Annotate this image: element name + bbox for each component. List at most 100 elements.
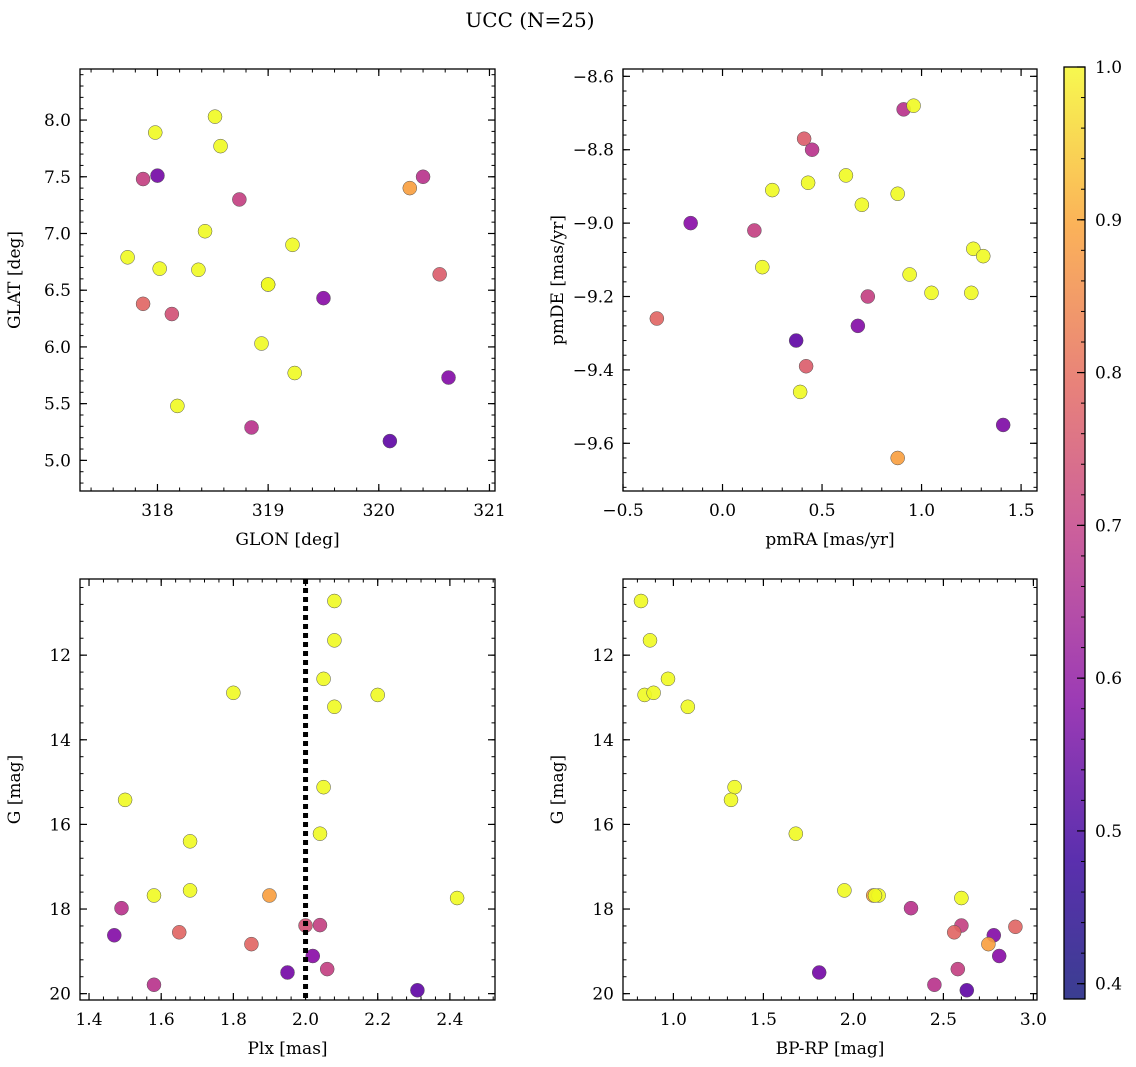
data-point xyxy=(850,318,866,334)
data-point xyxy=(800,175,816,191)
data-point xyxy=(382,433,398,449)
y-axis-label: G [mag] xyxy=(548,755,568,824)
data-point xyxy=(660,671,676,687)
x-tick-label: 3.0 xyxy=(1020,1010,1047,1030)
data-point xyxy=(902,267,917,282)
data-point xyxy=(312,917,328,933)
data-point xyxy=(327,593,342,609)
data-point xyxy=(683,215,698,231)
data-point xyxy=(207,109,223,124)
data-point xyxy=(723,792,739,808)
data-point xyxy=(319,961,335,977)
x-axis-label: Plx [mas] xyxy=(247,1039,327,1059)
data-point xyxy=(120,250,135,265)
panel-plx-g: 1.4 1.6 1.8 2.0 2.2 2.4 12 14 16 18 20 Plx [mas] G [… xyxy=(5,578,496,1059)
x-tick-label: 1.0 xyxy=(908,501,935,521)
y-tick-label: 12 xyxy=(49,646,71,666)
data-point xyxy=(788,333,804,348)
data-point xyxy=(244,936,259,952)
data-point xyxy=(927,977,942,993)
y-tick-label: −8.6 xyxy=(573,67,614,87)
x-tick-label: −0.5 xyxy=(602,501,643,521)
figure-title: UCC (N=25) xyxy=(465,8,594,32)
y-tick-label: 20 xyxy=(49,985,71,1005)
data-point xyxy=(182,834,198,849)
y-tick-label: 16 xyxy=(49,815,71,835)
data-point xyxy=(164,306,180,322)
y-tick-label: 18 xyxy=(592,900,614,920)
x-tick-label: 318 xyxy=(141,501,173,521)
data-point xyxy=(755,259,770,275)
y-tick-label: −9.6 xyxy=(573,434,614,454)
data-point xyxy=(903,900,919,916)
x-tick-label: 320 xyxy=(363,501,395,521)
y-tick-label: −9.2 xyxy=(573,288,614,308)
y-tick-label: 8.0 xyxy=(44,111,71,131)
y-tick-label: −8.8 xyxy=(573,141,614,161)
x-tick-label: 1.6 xyxy=(148,1010,175,1030)
x-tick-label: 1.8 xyxy=(220,1010,247,1030)
data-point xyxy=(182,883,198,898)
data-point xyxy=(260,277,276,292)
data-point xyxy=(649,311,665,326)
data-point xyxy=(327,699,342,715)
y-tick-label: 20 xyxy=(592,985,614,1005)
y-tick-label: 5.5 xyxy=(44,395,71,415)
data-point xyxy=(924,285,939,301)
x-tick-label: 319 xyxy=(252,501,284,521)
x-tick-label: 2.0 xyxy=(840,1010,867,1030)
data-point xyxy=(788,826,804,841)
data-point xyxy=(146,888,162,903)
data-point xyxy=(402,180,418,196)
data-point xyxy=(135,171,151,187)
colorbar: 0.4 0.5 0.6 0.7 0.8 0.9 1.0 xyxy=(1063,58,1122,1000)
colorbar-tick-label: 0.5 xyxy=(1095,822,1122,842)
data-point xyxy=(152,261,167,276)
x-tick-label: 0.0 xyxy=(709,501,736,521)
colorbar-tick-label: 0.6 xyxy=(1095,669,1122,689)
data-point xyxy=(107,928,122,943)
x-tick-label: 1.0 xyxy=(660,1010,687,1030)
x-tick-label: 1.4 xyxy=(75,1010,102,1030)
data-point xyxy=(1008,919,1023,935)
data-point xyxy=(680,699,696,715)
data-point xyxy=(890,186,905,202)
data-point xyxy=(254,336,269,351)
data-point xyxy=(449,890,465,906)
y-tick-label: −9.4 xyxy=(573,361,614,381)
data-point xyxy=(995,417,1011,433)
y-tick-label: 18 xyxy=(49,900,71,920)
data-point xyxy=(867,888,883,903)
y-axis-label: GLAT [deg] xyxy=(5,231,25,329)
data-point xyxy=(959,983,975,998)
data-point xyxy=(226,685,241,701)
data-point xyxy=(838,168,854,183)
axes-frame xyxy=(622,578,1038,1001)
data-point xyxy=(316,290,331,306)
data-point xyxy=(148,125,163,140)
axes-frame xyxy=(622,68,1038,492)
y-tick-label: 6.5 xyxy=(44,281,71,301)
data-point xyxy=(946,925,962,940)
data-point xyxy=(747,223,762,238)
x-tick-label: 2.2 xyxy=(364,1010,391,1030)
data-point xyxy=(792,384,808,400)
data-point xyxy=(262,888,277,903)
data-point xyxy=(171,925,187,940)
data-point xyxy=(150,168,165,183)
panel-pmra-pmde: −0.5 0.0 0.5 1.0 1.5 −9.6 −9.4 −9.2 −9.0 −8.8 −8.6… xyxy=(548,67,1038,550)
colorbar-gradient xyxy=(1064,67,1085,999)
y-tick-label: 7.0 xyxy=(44,224,71,244)
data-point xyxy=(287,365,302,381)
y-tick-label: −9.0 xyxy=(573,214,614,234)
colorbar-frame xyxy=(1063,66,1086,1000)
data-point xyxy=(966,241,981,257)
data-point xyxy=(441,370,456,385)
data-point xyxy=(964,285,979,301)
axes-frame xyxy=(79,68,496,492)
x-axis-label: pmRA [mas/yr] xyxy=(765,530,894,550)
y-tick-label: 5.0 xyxy=(44,451,71,471)
data-point xyxy=(976,248,991,264)
data-point xyxy=(244,420,259,435)
